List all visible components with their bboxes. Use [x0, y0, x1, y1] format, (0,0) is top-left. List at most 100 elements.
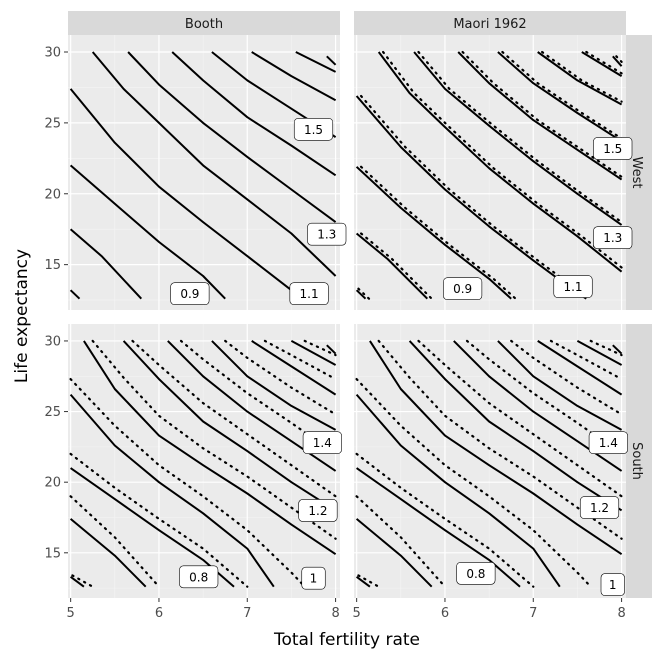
contour-solid	[326, 344, 337, 355]
contour-dotted	[377, 339, 623, 540]
contour-dotted	[355, 495, 447, 588]
contour-label-box	[307, 222, 347, 246]
contour-solid	[612, 55, 623, 67]
contour-label-text: 1	[609, 578, 617, 592]
contour-solid	[69, 289, 81, 300]
panel-booth-south: 0.8 1 1.2 1.4	[68, 324, 342, 598]
contour-solid	[377, 51, 623, 273]
panels: 0.9 1.1 1.3 1.5 0.9 1.1 1.3 1.5 0.8 1 1.2 1.4 0.8 1 1.…	[68, 35, 633, 598]
strip-label-maori-1962: Maori 1962	[453, 17, 526, 32]
contour-lines	[355, 50, 623, 300]
strip-label-south: South	[629, 442, 644, 480]
contour-dotted	[69, 452, 249, 588]
contour-dotted	[417, 339, 623, 498]
contour-label: 1.5	[293, 117, 334, 141]
contour-solid	[355, 393, 561, 588]
x-tick-label: 5	[353, 606, 361, 621]
contour-label: 0.9	[170, 282, 210, 305]
y-tick-label: 25	[44, 116, 61, 131]
contour-dotted	[360, 165, 517, 300]
strip-label-west: West	[629, 157, 644, 189]
panel-background	[68, 324, 340, 598]
contour-solid	[413, 51, 623, 226]
contour-solid	[251, 340, 337, 396]
contour-solid	[612, 344, 623, 355]
contour-dotted	[69, 495, 161, 588]
contour-dotted	[355, 452, 535, 588]
contour-solid	[355, 166, 512, 300]
contour-dotted	[357, 574, 380, 588]
contour-label: 1.1	[553, 275, 593, 298]
y-tick-label: 15	[44, 258, 61, 273]
x-tick-label: 8	[617, 606, 625, 621]
contour-dotted	[91, 339, 337, 540]
strip-west	[626, 35, 652, 310]
x-tick-label: 7	[529, 606, 537, 621]
contour-solid	[290, 340, 337, 366]
contour-dotted	[357, 287, 371, 300]
x-tick-label: 7	[243, 606, 251, 621]
contour-label-box	[553, 275, 593, 298]
contour-solid	[355, 232, 429, 300]
panel-background	[68, 35, 340, 310]
contour-label: 1.2	[579, 496, 620, 519]
x-tick-label: 6	[441, 606, 449, 621]
contour-label: 0.8	[179, 565, 219, 589]
contour-solid	[369, 340, 623, 556]
contour-solid	[69, 393, 275, 588]
contour-label-box	[593, 226, 633, 250]
contour-label-box	[179, 565, 219, 589]
contour-dotted	[355, 378, 592, 588]
contour-label-text: 1.2	[308, 504, 327, 518]
contour-solid	[576, 340, 623, 366]
contour-dotted	[382, 50, 623, 269]
contour-label-box	[293, 117, 334, 141]
contour-label-text: 0.9	[453, 282, 472, 296]
panel-background	[354, 324, 626, 598]
contour-dotted	[303, 339, 337, 357]
contour-dotted	[360, 232, 433, 300]
contour-dotted	[71, 574, 94, 588]
y-tick-label: 30	[44, 46, 61, 61]
contour-solid	[69, 164, 226, 300]
contour-label-text: 1.1	[300, 287, 319, 301]
contour-label-box	[588, 431, 628, 454]
contour-label: 1	[600, 573, 625, 596]
contour-label-box	[593, 137, 633, 160]
contour-label: 1.4	[302, 431, 342, 454]
contour-dotted	[501, 50, 623, 140]
y-tick-label: 20	[44, 187, 61, 202]
contour-solid	[356, 467, 521, 588]
contour-solid	[537, 340, 623, 396]
contour-solid	[127, 51, 337, 223]
contour-dotted	[461, 50, 623, 178]
contour-dotted	[615, 55, 623, 63]
contour-solid	[91, 51, 337, 277]
y-tick-label: 20	[44, 476, 61, 491]
contour-label-text: 1.3	[603, 231, 622, 245]
contour-label-text: 1.4	[313, 436, 332, 450]
contour-label: 0.9	[443, 277, 483, 301]
panel-background	[354, 35, 626, 310]
contour-label-text: 1.5	[603, 142, 622, 156]
contour-label-text: 1.3	[317, 228, 336, 242]
panel-maori-1962-west: 0.9 1.1 1.3 1.5	[354, 35, 633, 310]
contour-solid	[122, 340, 337, 512]
contour-label-box	[298, 499, 338, 522]
contour-dotted	[589, 339, 623, 357]
contour-solid	[355, 289, 367, 300]
contour-solid	[211, 340, 337, 431]
x-tick-label: 8	[331, 606, 339, 621]
contour-solid	[497, 340, 623, 431]
contour-label: 1.5	[593, 137, 633, 160]
contour-label-box	[302, 431, 342, 454]
contour-solid	[251, 51, 337, 102]
contour-dotted	[224, 339, 337, 416]
x-tick-label: 5	[67, 606, 75, 621]
y-tick-label: 30	[44, 334, 61, 349]
contour-solid	[581, 51, 623, 77]
contour-lines	[355, 339, 623, 588]
contour-label-box	[289, 282, 329, 305]
